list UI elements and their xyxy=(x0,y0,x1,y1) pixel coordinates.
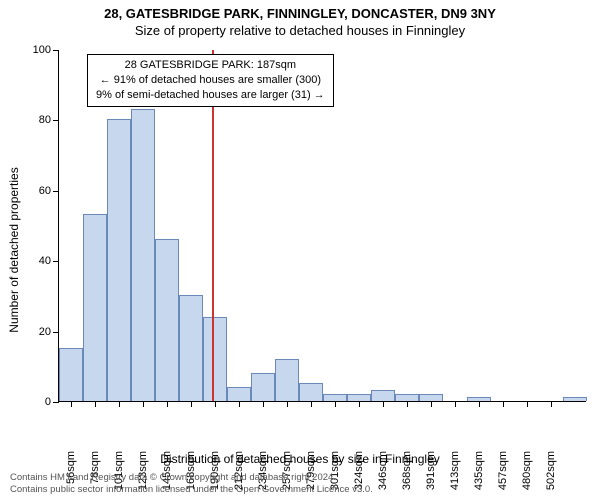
histogram-bar xyxy=(251,373,275,401)
chart-region: 02040608010056sqm78sqm101sqm123sqm145sqm… xyxy=(58,50,586,402)
histogram-bar xyxy=(275,359,299,401)
x-tick xyxy=(527,401,528,407)
histogram-bar xyxy=(131,109,155,401)
x-tick xyxy=(143,401,144,407)
x-tick xyxy=(215,401,216,407)
x-tick xyxy=(407,401,408,407)
x-tick xyxy=(311,401,312,407)
histogram-bar xyxy=(155,239,179,401)
x-tick xyxy=(119,401,120,407)
x-tick xyxy=(335,401,336,407)
page-title: 28, GATESBRIDGE PARK, FINNINGLEY, DONCAS… xyxy=(0,6,600,21)
y-tick-label: 100 xyxy=(25,44,51,56)
annotation-line: ← 91% of detached houses are smaller (30… xyxy=(96,73,325,88)
footer: Contains HM Land Registry data © Crown c… xyxy=(10,472,373,496)
histogram-bar xyxy=(299,383,323,401)
x-tick xyxy=(479,401,480,407)
histogram-bar xyxy=(395,394,419,401)
x-tick xyxy=(263,401,264,407)
y-tick-label: 40 xyxy=(25,255,51,267)
x-axis-label: Distribution of detached houses by size … xyxy=(0,452,600,466)
y-tick xyxy=(53,120,59,121)
histogram-bar xyxy=(83,214,107,401)
y-tick-label: 0 xyxy=(25,396,51,408)
x-tick xyxy=(287,401,288,407)
histogram-bar xyxy=(371,390,395,401)
x-tick xyxy=(383,401,384,407)
histogram-bar xyxy=(203,317,227,401)
footer-line-1: Contains HM Land Registry data © Crown c… xyxy=(10,472,373,484)
annotation-line: 9% of semi-detached houses are larger (3… xyxy=(96,88,325,103)
histogram-bar xyxy=(227,387,251,401)
y-axis-label: Number of detached properties xyxy=(7,167,21,332)
y-tick xyxy=(53,191,59,192)
histogram-bar xyxy=(419,394,443,401)
x-tick xyxy=(503,401,504,407)
x-tick xyxy=(239,401,240,407)
y-tick xyxy=(53,50,59,51)
y-tick-label: 80 xyxy=(25,114,51,126)
histogram-bar xyxy=(563,397,587,401)
annotation-box: 28 GATESBRIDGE PARK: 187sqm← 91% of deta… xyxy=(87,54,334,107)
x-tick xyxy=(95,401,96,407)
x-tick xyxy=(167,401,168,407)
x-tick xyxy=(191,401,192,407)
histogram-bar xyxy=(179,295,203,401)
x-tick xyxy=(71,401,72,407)
footer-line-2: Contains public sector information licen… xyxy=(10,484,373,496)
title-area: 28, GATESBRIDGE PARK, FINNINGLEY, DONCAS… xyxy=(0,6,600,38)
y-tick-label: 60 xyxy=(25,185,51,197)
y-tick xyxy=(53,332,59,333)
histogram-bar xyxy=(347,394,371,401)
x-tick xyxy=(455,401,456,407)
x-tick xyxy=(551,401,552,407)
histogram-bar xyxy=(107,119,131,401)
y-tick-label: 20 xyxy=(25,326,51,338)
page-subtitle: Size of property relative to detached ho… xyxy=(0,23,600,38)
histogram-bar xyxy=(323,394,347,401)
y-tick xyxy=(53,261,59,262)
x-tick xyxy=(431,401,432,407)
annotation-line: 28 GATESBRIDGE PARK: 187sqm xyxy=(96,58,325,73)
plot-area: 02040608010056sqm78sqm101sqm123sqm145sqm… xyxy=(58,50,586,402)
x-tick xyxy=(359,401,360,407)
y-tick xyxy=(53,402,59,403)
histogram-bar xyxy=(467,397,491,401)
histogram-bar xyxy=(59,348,83,401)
